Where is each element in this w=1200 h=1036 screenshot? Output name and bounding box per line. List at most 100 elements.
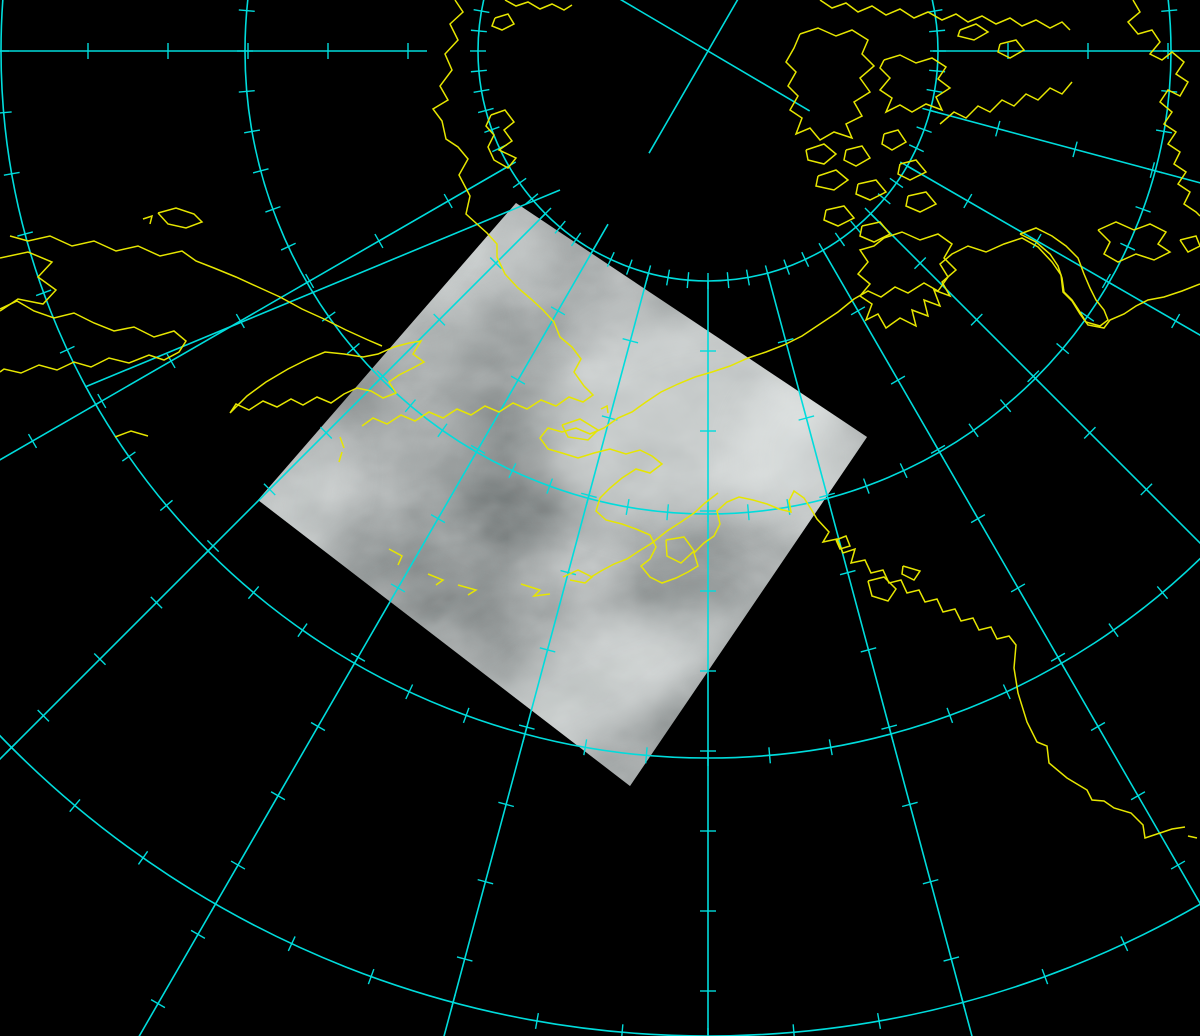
coastline-ellesmere-greenland-coast xyxy=(1126,0,1200,217)
coastline-arctic-islet-a xyxy=(805,143,838,165)
coastline-arctic-islet-c xyxy=(881,129,908,151)
meridian-tick xyxy=(581,492,597,499)
meridian-tick xyxy=(622,338,639,344)
coastline-chukotka-top-dashes xyxy=(504,0,573,11)
coastline-baffin-islet-2 xyxy=(1179,235,1200,253)
latitude-tick xyxy=(1056,342,1070,355)
latitude-tick xyxy=(745,269,751,286)
meridian-line xyxy=(648,0,739,154)
meridian-tick xyxy=(37,709,50,722)
meridian-tick xyxy=(97,393,107,409)
latitude-tick xyxy=(1002,684,1011,700)
coastline-banks-island xyxy=(1019,227,1109,327)
latitude-tick xyxy=(570,232,582,247)
meridian-tick xyxy=(1171,313,1181,329)
latitude-tick xyxy=(367,968,375,985)
coastline-nunivak-island xyxy=(665,536,695,564)
latitude-tick xyxy=(834,232,846,247)
meridian-tick xyxy=(320,426,333,439)
meridian-tick xyxy=(305,273,315,289)
latitude-tick xyxy=(508,463,517,479)
latitude-tick xyxy=(69,798,81,813)
meridian-tick xyxy=(430,514,446,524)
coastline-arctic-island-bird xyxy=(878,54,952,114)
latitude-tick xyxy=(686,272,690,289)
latitude-tick xyxy=(470,29,487,33)
meridian-tick xyxy=(777,338,794,344)
coastline-st-lawrence-island xyxy=(561,418,600,441)
coastline-siberia-islet-nw xyxy=(0,251,58,312)
latitude-tick xyxy=(17,231,33,237)
meridian-tick xyxy=(477,878,494,885)
meridian-tick xyxy=(890,375,906,385)
coastline-wrangel-island xyxy=(157,207,204,229)
latitude-tick xyxy=(137,850,149,865)
coastline-siberia-anadyr-wing xyxy=(229,339,426,414)
latitude-tick xyxy=(1080,311,1095,322)
coastline-arctic-islet-d xyxy=(815,169,850,191)
latitude-tick xyxy=(405,684,414,700)
coastline-aleutian-dash-3 xyxy=(457,584,478,596)
coastline-arctic-islet-h xyxy=(897,159,928,181)
coastline-siberia-west-mass xyxy=(0,300,187,374)
latitude-tick xyxy=(621,1024,624,1036)
latitude-tick xyxy=(968,423,979,438)
coastline-siberia-south-dash xyxy=(114,430,149,438)
coastline-anadyr-streak-2 xyxy=(338,451,343,463)
meridian-tick xyxy=(1090,721,1106,732)
coastline-wrangel-islet xyxy=(142,214,154,225)
meridian-tick xyxy=(922,878,939,885)
latitude-tick xyxy=(35,289,52,297)
latitude-tick xyxy=(1156,586,1169,600)
latitude-tick xyxy=(0,111,12,114)
latitude-tick xyxy=(473,8,490,14)
meridian-tick xyxy=(1083,426,1096,439)
latitude-tick xyxy=(554,220,566,234)
coastline-aleutian-dash-4 xyxy=(520,583,551,598)
latitude-tick xyxy=(1108,623,1119,638)
coastline-arctic-islands-top-coast xyxy=(819,0,1071,31)
meridian-tick xyxy=(881,724,898,730)
latitude-tick xyxy=(1120,242,1136,251)
meridian-tick xyxy=(374,233,384,249)
coastline-arctic-islet-b xyxy=(843,145,872,167)
latitude-tick xyxy=(247,586,260,600)
meridian-tick xyxy=(970,514,986,524)
coastline-layer xyxy=(0,0,1200,839)
meridian-tick xyxy=(930,444,946,454)
coastline-alaska-peninsula-south xyxy=(590,492,719,578)
meridian-tick xyxy=(498,801,515,808)
meridian-tick xyxy=(963,193,973,209)
latitude-tick xyxy=(644,747,648,764)
latitude-tick xyxy=(916,126,932,134)
coastline-baffin-islands xyxy=(1097,221,1172,263)
meridian-tick xyxy=(1101,273,1111,289)
coastline-siberia-nw-coast xyxy=(9,235,383,347)
coastline-arctic-islet-e xyxy=(855,179,888,201)
latitude-tick xyxy=(876,1013,882,1030)
meridian-tick xyxy=(376,370,389,383)
coastline-arctic-islet-i xyxy=(905,191,938,213)
latitude-tick xyxy=(534,1013,540,1030)
coastline-arctic-island-west-mass xyxy=(785,27,876,141)
meridian-tick xyxy=(560,569,577,576)
latitude-tick xyxy=(625,498,630,515)
latitude-tick xyxy=(726,272,730,289)
latitude-tick xyxy=(899,463,908,479)
latitude-tick xyxy=(1135,205,1151,213)
latitude-tick xyxy=(1161,9,1178,13)
meridian-tick xyxy=(850,306,866,316)
latitude-tick xyxy=(1155,129,1172,134)
latitude-tick xyxy=(404,399,417,413)
coastline-victoria-island xyxy=(856,231,958,330)
latitude-tick xyxy=(238,9,255,13)
coastline-anadyr-streak-1 xyxy=(339,436,345,449)
meridian-line xyxy=(84,189,561,388)
meridian-line xyxy=(0,213,546,761)
latitude-tick xyxy=(121,451,136,462)
coastline-arctic-zigzag-band xyxy=(939,81,1073,125)
coastline-chukotka-hook xyxy=(491,13,516,31)
